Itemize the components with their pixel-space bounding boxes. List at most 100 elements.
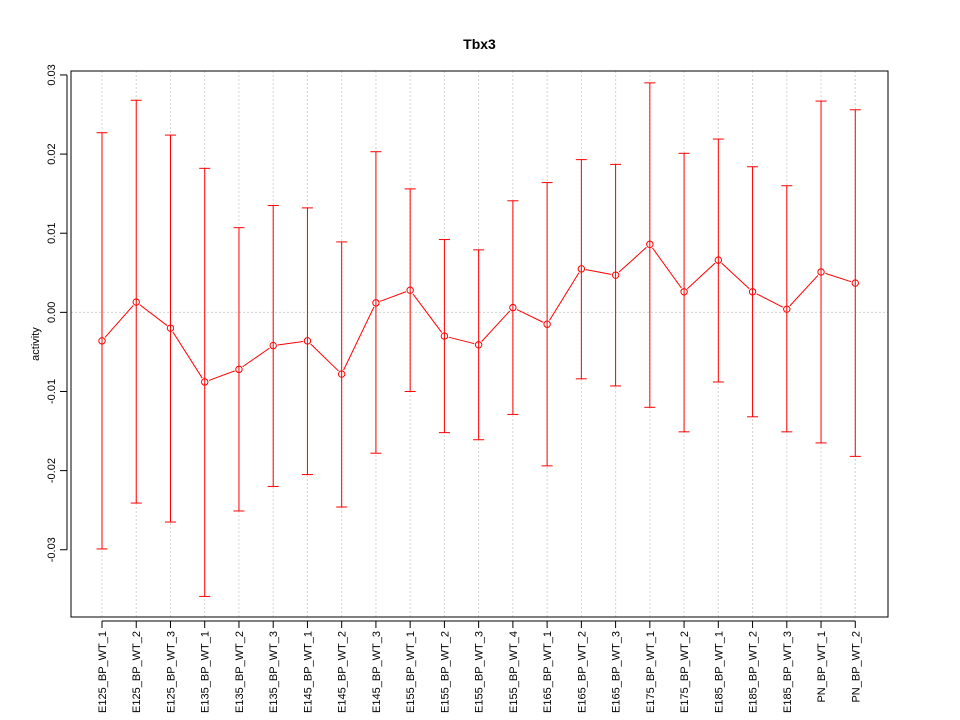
error-bar [96, 132, 108, 550]
y-tick-label: 0.02 [46, 143, 58, 164]
y-tick-label: -0.01 [46, 379, 58, 404]
error-bar [438, 239, 450, 434]
data-points [98, 240, 859, 386]
data-point [577, 265, 586, 273]
error-bar [747, 166, 759, 418]
y-tick-label: -0.02 [46, 458, 58, 483]
plot-frame [70, 70, 889, 618]
data-point [269, 341, 277, 350]
data-point [440, 332, 449, 340]
x-tick-label: E125_BP_WT_3 [165, 631, 177, 713]
x-tick-label: E155_BP_WT_1 [405, 631, 417, 713]
series-segment [721, 262, 750, 290]
series-segment [343, 306, 375, 371]
x-tick-label: E135_BP_WT_3 [268, 631, 280, 713]
x-tick-label: E165_BP_WT_1 [542, 631, 554, 713]
x-tick-label: E145_BP_WT_3 [371, 631, 383, 713]
x-tick-label: E165_BP_WT_2 [576, 631, 588, 713]
data-point [680, 288, 688, 296]
series-segment [208, 370, 235, 381]
series-segment [104, 305, 134, 338]
error-bar [712, 138, 724, 383]
data-point [646, 240, 654, 248]
data-point [235, 365, 243, 374]
y-tick-label: 0.01 [46, 223, 58, 244]
data-point [851, 279, 859, 287]
x-tick-label: E135_BP_WT_2 [234, 631, 246, 713]
error-bar [849, 109, 861, 457]
series-segment [310, 343, 339, 372]
x-tick-label: E185_BP_WT_2 [748, 631, 760, 713]
series-segment [379, 291, 407, 302]
series-line [104, 246, 852, 381]
error-bar [336, 241, 348, 508]
series-segment [789, 274, 819, 307]
error-bar [781, 185, 793, 433]
x-tick-label: E155_BP_WT_4 [508, 631, 520, 713]
series-segment [172, 331, 203, 379]
chart-title: Tbx3 [463, 36, 496, 52]
data-point [509, 303, 517, 312]
x-tick-label: E185_BP_WT_3 [782, 631, 794, 713]
error-bar [678, 152, 690, 433]
error-bar [233, 227, 245, 512]
x-tick-label: E165_BP_WT_3 [611, 631, 623, 713]
x-tick-label: E155_BP_WT_3 [474, 631, 486, 713]
error-bar [370, 151, 382, 454]
x-tick-label: E145_BP_WT_1 [302, 631, 314, 713]
error-bar [541, 182, 553, 467]
error-bars [96, 82, 861, 597]
series-segment [448, 336, 475, 345]
series-segment [687, 262, 716, 290]
x-tick-label: E155_BP_WT_2 [439, 631, 451, 713]
series-segment [481, 310, 511, 342]
series-segment [652, 247, 682, 289]
x-tick-label: E125_BP_WT_2 [131, 631, 143, 713]
series-segment [277, 340, 304, 346]
data-point [201, 378, 209, 386]
data-point [406, 286, 414, 294]
y-tick-label: 0.03 [46, 64, 58, 85]
data-point [98, 337, 106, 345]
error-bar [199, 167, 211, 597]
data-point [543, 320, 551, 328]
data-point [783, 305, 791, 313]
error-bar [473, 249, 485, 441]
x-tick-label: E175_BP_WT_1 [645, 631, 657, 713]
series-segment [242, 347, 270, 368]
y-axis-label: activity [30, 327, 42, 361]
error-bar [507, 200, 519, 415]
error-bar [575, 159, 587, 380]
series-segment [756, 293, 784, 308]
error-bar [644, 82, 656, 408]
x-tick-label: E145_BP_WT_2 [337, 631, 349, 713]
series-segment [516, 309, 544, 323]
series-segment [549, 272, 580, 321]
series-segment [412, 293, 443, 333]
error-bar [130, 99, 142, 504]
x-axis: E125_BP_WT_1 E125_BP_WT_2 E125_BP_WT_3 E135… [97, 620, 862, 713]
y-axis: -0.03 -0.02 -0.01 0.00 0.01 0.02 0.03 [46, 64, 68, 562]
data-point [714, 256, 723, 264]
error-bar [267, 205, 279, 487]
x-tick-label: E125_BP_WT_1 [97, 631, 109, 713]
x-tick-label: E185_BP_WT_1 [713, 631, 725, 713]
data-point [166, 324, 175, 332]
error-bar [610, 163, 622, 387]
error-bar [164, 134, 176, 523]
data-point [337, 370, 346, 378]
data-point [132, 298, 140, 306]
data-point [303, 337, 312, 345]
series-segment [825, 272, 852, 283]
x-tick-label: PN_BP_WT_1 [816, 631, 828, 703]
data-point [474, 341, 483, 349]
x-tick-label: E135_BP_WT_1 [200, 631, 212, 713]
y-tick-label: 0.00 [46, 302, 58, 323]
error-bar [301, 207, 313, 476]
data-point [817, 268, 825, 276]
data-point [611, 271, 620, 279]
error-bar [815, 100, 827, 444]
x-tick-label: E175_BP_WT_2 [679, 631, 691, 713]
